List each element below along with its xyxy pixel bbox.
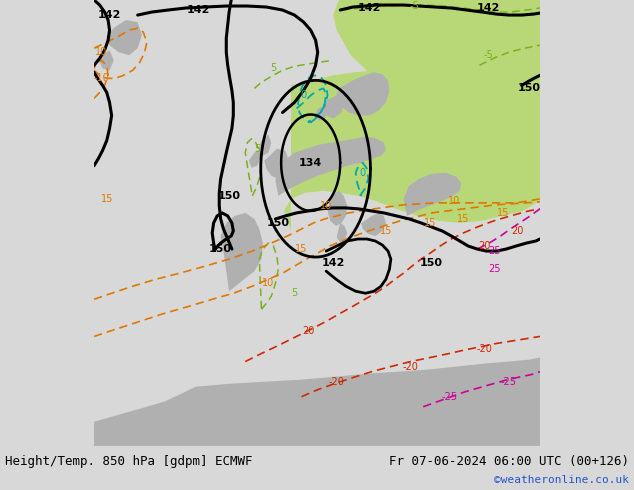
Text: 5: 5 xyxy=(270,63,276,74)
Polygon shape xyxy=(100,50,113,70)
Text: -5: -5 xyxy=(483,50,493,60)
Text: 150: 150 xyxy=(209,244,232,254)
Polygon shape xyxy=(323,96,344,119)
Text: 10: 10 xyxy=(448,196,460,206)
Text: 142: 142 xyxy=(98,10,121,20)
Polygon shape xyxy=(94,358,540,446)
Polygon shape xyxy=(328,191,347,226)
Text: 15: 15 xyxy=(295,244,307,254)
Text: 25: 25 xyxy=(489,264,501,274)
Polygon shape xyxy=(403,173,461,216)
Polygon shape xyxy=(361,213,386,236)
Polygon shape xyxy=(333,0,540,100)
Polygon shape xyxy=(336,73,389,116)
Text: 20: 20 xyxy=(511,226,524,236)
Polygon shape xyxy=(221,213,263,291)
Text: -20: -20 xyxy=(403,362,418,371)
Polygon shape xyxy=(264,148,290,179)
Text: -20: -20 xyxy=(329,377,345,387)
Polygon shape xyxy=(315,105,328,121)
Text: 15: 15 xyxy=(101,194,113,204)
Polygon shape xyxy=(337,223,347,243)
Text: 5: 5 xyxy=(254,144,261,154)
Text: 150: 150 xyxy=(517,83,540,94)
Text: 150: 150 xyxy=(420,258,443,268)
Polygon shape xyxy=(249,148,261,168)
Text: -20: -20 xyxy=(476,344,493,354)
Text: 10: 10 xyxy=(262,278,275,288)
Text: 25: 25 xyxy=(489,246,501,256)
Text: 20: 20 xyxy=(302,326,314,337)
Text: 142: 142 xyxy=(186,5,210,15)
Text: 150: 150 xyxy=(267,218,290,228)
Text: 142: 142 xyxy=(321,258,345,268)
Text: Fr 07-06-2024 06:00 UTC (00+126): Fr 07-06-2024 06:00 UTC (00+126) xyxy=(389,455,629,468)
Text: 5: 5 xyxy=(292,288,297,298)
Polygon shape xyxy=(259,135,271,156)
Text: -10: -10 xyxy=(93,74,109,83)
Polygon shape xyxy=(284,52,540,231)
Polygon shape xyxy=(107,20,142,55)
Text: 134: 134 xyxy=(299,158,322,168)
Text: 10: 10 xyxy=(95,47,107,57)
Text: 15: 15 xyxy=(457,214,469,224)
Text: 10: 10 xyxy=(320,201,332,211)
Polygon shape xyxy=(276,137,386,196)
Text: 0: 0 xyxy=(359,168,366,178)
Text: 15: 15 xyxy=(424,218,436,228)
Text: 20: 20 xyxy=(478,241,491,251)
Text: ©weatheronline.co.uk: ©weatheronline.co.uk xyxy=(494,475,629,486)
Text: Height/Temp. 850 hPa [gdpm] ECMWF: Height/Temp. 850 hPa [gdpm] ECMWF xyxy=(5,455,252,468)
Text: 15: 15 xyxy=(497,208,510,218)
Text: 150: 150 xyxy=(217,191,240,201)
Text: 142: 142 xyxy=(476,3,500,13)
Text: 15: 15 xyxy=(380,226,392,236)
Text: -25: -25 xyxy=(501,377,517,387)
Text: -25: -25 xyxy=(441,392,457,402)
Text: 142: 142 xyxy=(358,3,382,13)
Text: -5: -5 xyxy=(409,1,419,11)
Text: 0: 0 xyxy=(301,91,307,100)
